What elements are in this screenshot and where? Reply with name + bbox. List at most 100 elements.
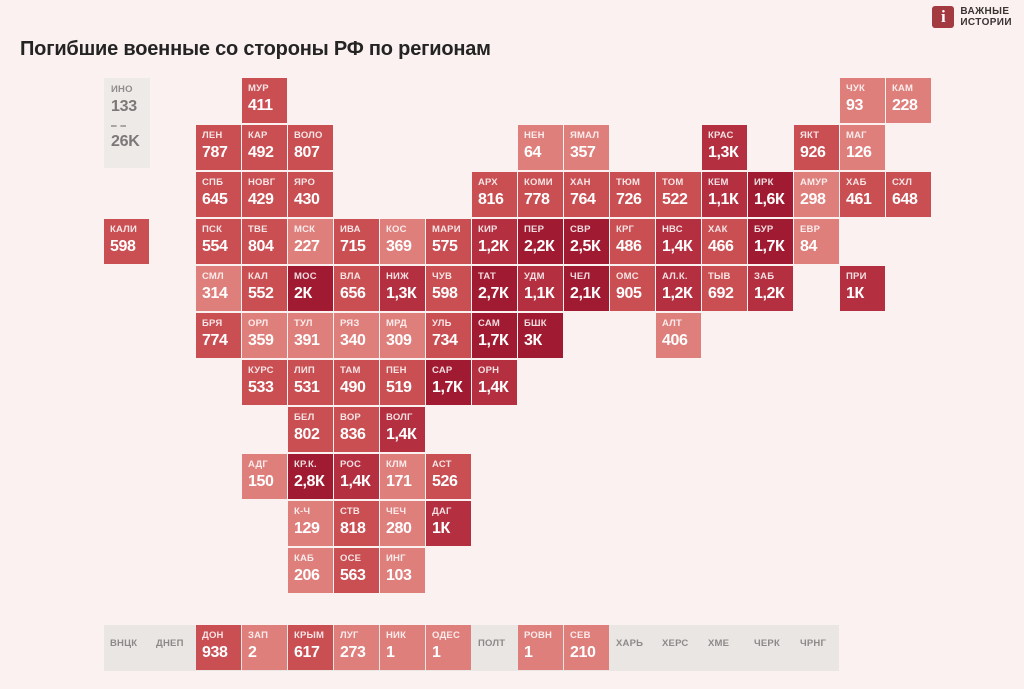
region-tile[interactable]: БРЯ 774 (196, 313, 241, 358)
region-tile[interactable]: КРАС 1,3К (702, 125, 747, 170)
region-tile[interactable]: МОС 2К (288, 266, 333, 311)
region-tile[interactable]: МСК 227 (288, 219, 333, 264)
region-tile[interactable]: ИВА 715 (334, 219, 379, 264)
region-tile[interactable]: УЛЬ 734 (426, 313, 471, 358)
region-tile[interactable]: СПБ 645 (196, 172, 241, 217)
region-tile[interactable]: ТЫВ 692 (702, 266, 747, 311)
region-tile[interactable]: АЛ.К. 1,2К (656, 266, 701, 311)
region-tile[interactable]: КИР 1,2К (472, 219, 517, 264)
region-tile[interactable]: РОС 1,4К (334, 454, 379, 499)
region-tile[interactable]: ЧЕЛ 2,1К (564, 266, 609, 311)
region-tile[interactable]: НИК 1 (380, 625, 425, 670)
region-tile[interactable]: БШК 3К (518, 313, 563, 358)
region-tile[interactable]: ПРИ 1К (840, 266, 885, 311)
region-tile[interactable]: АМУР 298 (794, 172, 839, 217)
region-tile[interactable]: АДГ 150 (242, 454, 287, 499)
region-tile[interactable]: САР 1,7К (426, 360, 471, 405)
region-tile[interactable]: ОМС 905 (610, 266, 655, 311)
region-tile[interactable]: ЯМАЛ 357 (564, 125, 609, 170)
region-value: 490 (340, 379, 366, 396)
region-tile[interactable]: ХАН 764 (564, 172, 609, 217)
region-abbr: МСК (294, 224, 316, 235)
region-tile[interactable]: ЧУК 93 (840, 78, 885, 123)
region-value: 1 (524, 644, 533, 661)
region-tile[interactable]: КРЫМ 617 (288, 625, 333, 670)
region-value: 1,1К (708, 191, 739, 208)
region-tile[interactable]: ОСЕ 563 (334, 548, 379, 593)
region-tile[interactable]: ОРЛ 359 (242, 313, 287, 358)
region-tile[interactable]: НОВГ 429 (242, 172, 287, 217)
region-tile[interactable]: КАЛИ 598 (104, 219, 149, 264)
region-tile[interactable]: ЕВР 84 (794, 219, 839, 264)
region-tile[interactable]: ЗАП 2 (242, 625, 287, 670)
region-tile[interactable]: КАБ 206 (288, 548, 333, 593)
region-tile[interactable]: ИНГ 103 (380, 548, 425, 593)
region-tile[interactable]: ДАГ 1К (426, 501, 471, 546)
region-tile[interactable]: АЛТ 406 (656, 313, 701, 358)
region-tile[interactable]: СМЛ 314 (196, 266, 241, 311)
region-tile[interactable]: ВОЛГ 1,4К (380, 407, 425, 452)
region-tile[interactable]: ПЕН 519 (380, 360, 425, 405)
region-tile[interactable]: ЛЕН 787 (196, 125, 241, 170)
region-tile[interactable]: АСТ 526 (426, 454, 471, 499)
region-tile[interactable]: ДОН 938 (196, 625, 241, 670)
region-tile[interactable]: ЛУГ 273 (334, 625, 379, 670)
region-tile[interactable]: КАЛ 552 (242, 266, 287, 311)
region-tile[interactable]: ОРН 1,4К (472, 360, 517, 405)
region-tile[interactable]: РЯЗ 340 (334, 313, 379, 358)
region-tile[interactable]: КЛМ 171 (380, 454, 425, 499)
region-tile[interactable]: ТОМ 522 (656, 172, 701, 217)
region-tile[interactable]: ЧУВ 598 (426, 266, 471, 311)
region-tile[interactable]: СХЛ 648 (886, 172, 931, 217)
region-tile[interactable]: ТАТ 2,7К (472, 266, 517, 311)
region-tile[interactable]: НВС 1,4К (656, 219, 701, 264)
region-tile[interactable]: НЕН 64 (518, 125, 563, 170)
region-tile[interactable]: МАРИ 575 (426, 219, 471, 264)
region-tile[interactable]: К-Ч 129 (288, 501, 333, 546)
region-tile[interactable]: ЯРО 430 (288, 172, 333, 217)
region-tile[interactable]: ТЮМ 726 (610, 172, 655, 217)
region-value: 486 (616, 238, 642, 255)
region-tile[interactable]: ТУЛ 391 (288, 313, 333, 358)
region-tile[interactable]: МУР 411 (242, 78, 287, 123)
region-tile[interactable]: ХАК 466 (702, 219, 747, 264)
region-tile[interactable]: ХАБ 461 (840, 172, 885, 217)
region-tile[interactable]: МАГ 126 (840, 125, 885, 170)
region-tile[interactable]: СТВ 818 (334, 501, 379, 546)
region-tile[interactable]: ЛИП 531 (288, 360, 333, 405)
region-value: 563 (340, 567, 366, 584)
region-tile[interactable]: УДМ 1,1К (518, 266, 563, 311)
region-tile[interactable]: АРХ 816 (472, 172, 517, 217)
region-tile[interactable]: КР.К. 2,8К (288, 454, 333, 499)
region-abbr: ВОЛГ (386, 412, 413, 423)
region-tile[interactable]: ПСК 554 (196, 219, 241, 264)
region-tile[interactable]: МРД 309 (380, 313, 425, 358)
region-tile[interactable]: КУРС 533 (242, 360, 287, 405)
logo[interactable]: i ВАЖНЫЕ ИСТОРИИ (932, 6, 1012, 28)
region-tile[interactable]: КОМИ 778 (518, 172, 563, 217)
region-tile[interactable]: РОВН 1 (518, 625, 563, 670)
region-tile[interactable]: ЯКТ 926 (794, 125, 839, 170)
region-tile[interactable]: ТВЕ 804 (242, 219, 287, 264)
region-tile[interactable]: КАМ 228 (886, 78, 931, 123)
region-tile[interactable]: БУР 1,7К (748, 219, 793, 264)
region-tile[interactable]: КОС 369 (380, 219, 425, 264)
region-tile[interactable]: ВЛА 656 (334, 266, 379, 311)
region-tile[interactable]: СЕВ 210 (564, 625, 609, 670)
region-tile[interactable]: ЧЕЧ 280 (380, 501, 425, 546)
region-tile[interactable]: ОДЕС 1 (426, 625, 471, 670)
region-tile[interactable]: ТАМ 490 (334, 360, 379, 405)
region-tile[interactable]: ЗАБ 1,2К (748, 266, 793, 311)
region-tile[interactable]: ВОР 836 (334, 407, 379, 452)
region-tile[interactable]: ИРК 1,6К (748, 172, 793, 217)
region-tile[interactable]: ВОЛО 807 (288, 125, 333, 170)
region-tile[interactable]: НИЖ 1,3К (380, 266, 425, 311)
region-tile[interactable]: КАР 492 (242, 125, 287, 170)
region-tile[interactable]: ПЕР 2,2К (518, 219, 563, 264)
region-tile[interactable]: САМ 1,7К (472, 313, 517, 358)
region-tile[interactable]: СВР 2,5К (564, 219, 609, 264)
region-tile[interactable]: БЕЛ 802 (288, 407, 333, 452)
region-tile[interactable]: КЕМ 1,1К (702, 172, 747, 217)
region-abbr: СВР (570, 224, 591, 235)
region-tile[interactable]: КРГ 486 (610, 219, 655, 264)
